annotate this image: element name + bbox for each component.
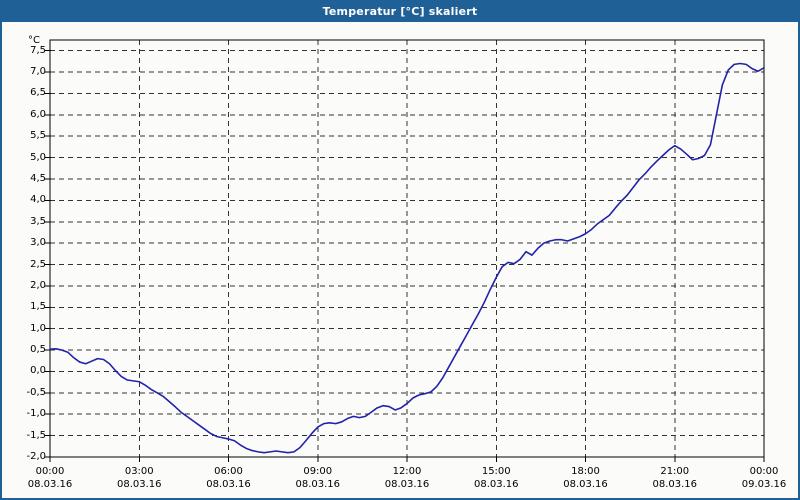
x-axis-tick-label: 03:00 08.03.16 — [99, 465, 179, 491]
x-axis-tick-time: 15:00 — [481, 466, 511, 477]
x-axis-tick-date: 08.03.16 — [295, 479, 341, 490]
y-axis-tick-label: 2,5 — [30, 258, 46, 270]
y-axis-tick-label: 5,5 — [30, 130, 46, 142]
x-axis-tick-label: 00:00 08.03.16 — [10, 465, 90, 491]
x-axis-tick-label: 09:00 08.03.16 — [278, 465, 358, 491]
x-axis-tick-time: 12:00 — [392, 466, 422, 477]
x-axis-tick-date: 08.03.16 — [384, 479, 430, 490]
x-axis-tick-date: 09.03.16 — [741, 479, 787, 490]
y-axis-tick-label: -2,0 — [26, 451, 46, 462]
x-axis-tick-label: 06:00 08.03.16 — [189, 465, 269, 491]
x-axis-tick-label: 15:00 08.03.16 — [456, 465, 536, 491]
x-axis-tick-time: 03:00 — [124, 466, 154, 477]
x-axis-tick-date: 08.03.16 — [563, 479, 608, 490]
x-axis-tick-label: 12:00 08.03.16 — [367, 465, 447, 491]
window-title-bar: Temperatur [°C] skaliert — [2, 2, 798, 22]
y-axis-tick-label: 1,0 — [30, 322, 46, 334]
y-axis-unit-label: °C — [28, 35, 40, 46]
y-axis-tick-label: -1,0 — [26, 408, 46, 420]
y-axis-tick-label: 3,0 — [30, 237, 46, 249]
y-axis-tick-label: 2,0 — [30, 279, 46, 291]
x-axis-tick-date: 08.03.16 — [652, 479, 698, 490]
y-axis-tick-label: 4,5 — [30, 173, 46, 184]
x-axis-tick-time: 00:00 — [749, 466, 779, 477]
page-title: Temperatur [°C] skaliert — [322, 5, 478, 18]
x-axis-tick-time: 18:00 — [571, 466, 600, 477]
y-axis-tick-label: 5,0 — [30, 151, 46, 163]
x-axis-tick-time: 09:00 — [303, 466, 333, 477]
y-axis-tick-label: 6,0 — [30, 108, 46, 120]
y-axis-tick-label: 0,5 — [30, 344, 46, 356]
x-axis-tick-label: 00:00 09.03.16 — [724, 465, 800, 491]
x-axis-tick-label: 21:00 08.03.16 — [635, 465, 715, 491]
x-axis-tick-date: 08.03.16 — [27, 479, 73, 490]
y-axis-tick-label: -0,5 — [26, 386, 46, 398]
y-axis-tick-labels: 7,5 7,0 6,5 6,0 5,5 5,0 4,5 4,0 3,5 3,0 2,5 2,0 1,5 1… — [10, 22, 46, 498]
x-axis-tick-label: 18:00 08.03.16 — [546, 465, 626, 491]
y-axis-tick-label: -1,5 — [26, 429, 46, 441]
y-axis-tick-label: 6,5 — [30, 87, 46, 99]
x-axis-tick-date: 08.03.16 — [206, 479, 251, 490]
y-axis-tick-label: 3,5 — [30, 215, 46, 227]
x-axis-tick-date: 08.03.16 — [116, 479, 162, 490]
x-axis-tick-time: 00:00 — [35, 466, 65, 477]
y-axis-tick-label: 7,5 — [30, 44, 46, 56]
x-axis-tick-date: 08.03.16 — [473, 479, 519, 490]
chart-canvas: °C 7,5 7,0 6,5 6,0 5,5 5,0 4,5 4,0 3,5 3,0 2,5 2,0 1… — [2, 22, 798, 498]
temperature-line-plot — [45, 39, 765, 462]
y-axis-tick-label: 4,0 — [30, 194, 46, 206]
x-axis-tick-time: 06:00 — [214, 466, 243, 477]
y-axis-tick-label: 7,0 — [30, 66, 46, 78]
y-axis-tick-label: 0,0 — [30, 365, 46, 377]
x-axis-tick-labels: 00:00 08.03.16 03:00 08.03.16 06:00 08.03.16 0… — [2, 22, 798, 498]
x-axis-tick-time: 21:00 — [660, 466, 690, 477]
y-axis-tick-label: 1,5 — [30, 301, 46, 313]
